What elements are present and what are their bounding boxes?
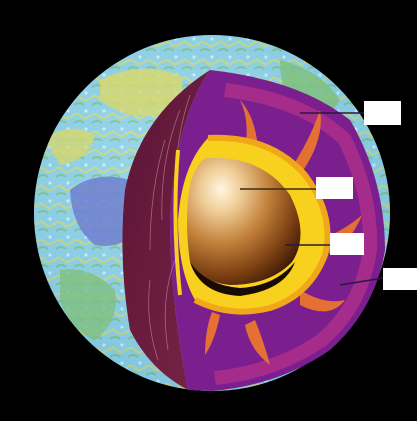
outer-core-rim (193, 134, 331, 315)
label-box-mantle (383, 268, 417, 290)
cut-face-texture (148, 94, 191, 361)
cut-face-core-edge (173, 149, 182, 296)
continent-landmass (60, 269, 116, 340)
label-box-inner-core (316, 177, 353, 199)
leader-lines (240, 112, 384, 286)
continent-landmass (100, 68, 183, 116)
label-boxes (316, 101, 417, 290)
cut-face (122, 70, 210, 390)
label-box-outer-core (330, 233, 364, 255)
leader-line-mantle (339, 277, 384, 286)
mantle-band (214, 83, 378, 385)
inner-core-shadow (190, 262, 295, 296)
continent-landmass (45, 128, 95, 165)
label-box-crust (364, 101, 401, 125)
